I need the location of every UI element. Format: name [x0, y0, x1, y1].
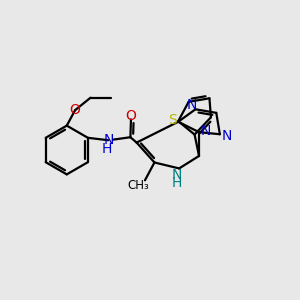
- Text: O: O: [70, 103, 80, 117]
- Text: N: N: [187, 98, 197, 112]
- Text: H: H: [101, 142, 112, 155]
- Text: N: N: [200, 124, 211, 138]
- Text: N: N: [103, 133, 114, 147]
- Text: O: O: [125, 109, 136, 123]
- Text: CH₃: CH₃: [128, 179, 149, 192]
- Text: N: N: [172, 168, 182, 182]
- Text: N: N: [221, 129, 232, 143]
- Text: S: S: [169, 113, 177, 127]
- Text: H: H: [172, 176, 182, 190]
